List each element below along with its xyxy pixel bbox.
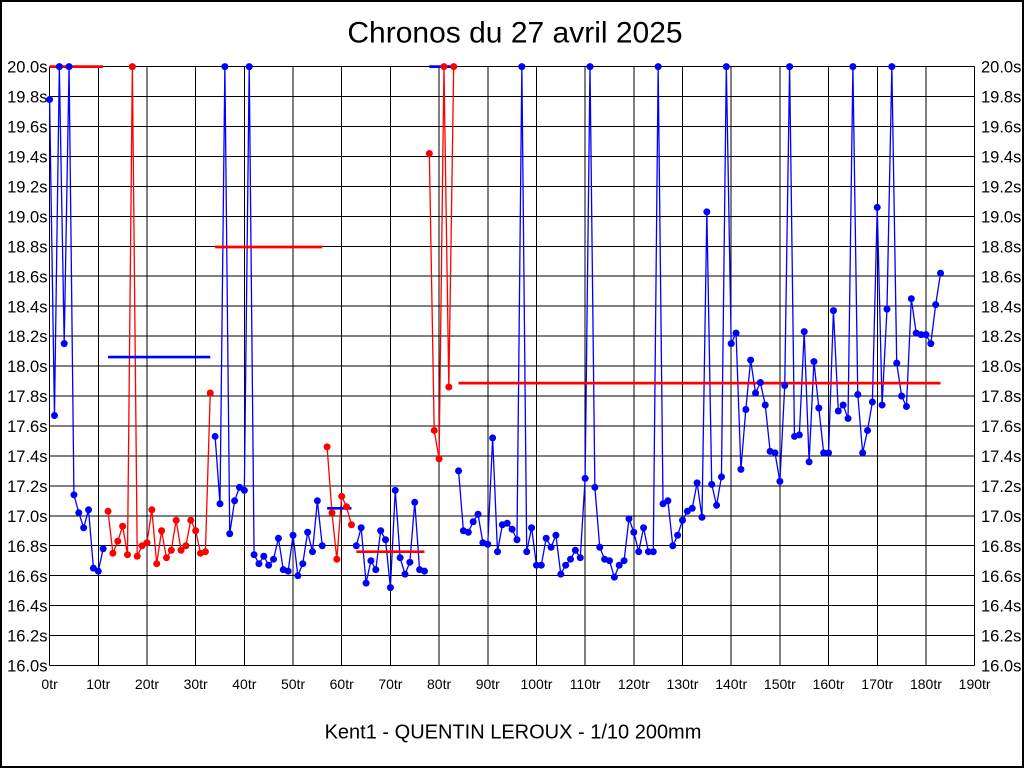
svg-text:17.0s: 17.0s — [7, 508, 47, 526]
svg-text:18.0s: 18.0s — [981, 358, 1021, 376]
svg-text:18.6s: 18.6s — [981, 268, 1021, 286]
svg-text:16.4s: 16.4s — [981, 598, 1021, 616]
svg-text:18.0s: 18.0s — [7, 358, 47, 376]
svg-text:19.0s: 19.0s — [981, 208, 1021, 226]
svg-text:19.8s: 19.8s — [981, 89, 1021, 107]
svg-text:150tr: 150tr — [764, 676, 796, 692]
svg-text:18.2s: 18.2s — [7, 328, 47, 346]
svg-text:17.4s: 17.4s — [7, 448, 47, 466]
svg-text:90tr: 90tr — [476, 676, 500, 692]
svg-text:Chronos du 27 avril 2025: Chronos du 27 avril 2025 — [347, 17, 682, 50]
svg-text:19.6s: 19.6s — [981, 119, 1021, 137]
svg-text:16.8s: 16.8s — [981, 538, 1021, 556]
svg-text:180tr: 180tr — [910, 676, 942, 692]
svg-text:40tr: 40tr — [232, 676, 256, 692]
svg-text:17.6s: 17.6s — [7, 418, 47, 436]
svg-text:16.6s: 16.6s — [7, 568, 47, 586]
svg-text:20.0s: 20.0s — [981, 59, 1021, 77]
svg-text:17.4s: 17.4s — [981, 448, 1021, 466]
svg-text:17.2s: 17.2s — [981, 478, 1021, 496]
svg-text:16.2s: 16.2s — [7, 628, 47, 646]
svg-text:130tr: 130tr — [667, 676, 699, 692]
svg-text:19.0s: 19.0s — [7, 208, 47, 226]
svg-text:110tr: 110tr — [570, 676, 601, 692]
svg-text:18.6s: 18.6s — [7, 268, 47, 286]
svg-text:18.8s: 18.8s — [981, 238, 1021, 256]
svg-text:50tr: 50tr — [281, 676, 305, 692]
svg-text:17.8s: 17.8s — [7, 388, 47, 406]
svg-text:17.2s: 17.2s — [7, 478, 47, 496]
svg-text:18.4s: 18.4s — [981, 298, 1021, 316]
svg-text:18.2s: 18.2s — [981, 328, 1021, 346]
svg-text:19.2s: 19.2s — [7, 179, 47, 197]
svg-text:19.8s: 19.8s — [7, 89, 47, 107]
svg-text:17.0s: 17.0s — [981, 508, 1021, 526]
svg-text:16.0s: 16.0s — [7, 658, 47, 676]
svg-text:18.8s: 18.8s — [7, 238, 47, 256]
svg-text:100tr: 100tr — [520, 676, 552, 692]
svg-text:Kent1 - QUENTIN LEROUX - 1/10: Kent1 - QUENTIN LEROUX - 1/10 200mm — [325, 722, 702, 744]
svg-text:19.6s: 19.6s — [7, 119, 47, 137]
svg-text:30tr: 30tr — [184, 676, 208, 692]
svg-text:120tr: 120tr — [618, 676, 650, 692]
svg-text:140tr: 140tr — [715, 676, 747, 692]
svg-text:60tr: 60tr — [330, 676, 354, 692]
svg-text:20.0s: 20.0s — [7, 59, 47, 77]
svg-text:19.2s: 19.2s — [981, 179, 1021, 197]
svg-text:170tr: 170tr — [861, 676, 893, 692]
svg-text:160tr: 160tr — [813, 676, 845, 692]
svg-text:18.4s: 18.4s — [7, 298, 47, 316]
svg-text:19.4s: 19.4s — [981, 149, 1021, 167]
svg-text:16.4s: 16.4s — [7, 598, 47, 616]
svg-text:80tr: 80tr — [427, 676, 451, 692]
svg-text:16.2s: 16.2s — [981, 628, 1021, 646]
svg-text:190tr: 190tr — [959, 676, 991, 692]
svg-text:20tr: 20tr — [135, 676, 159, 692]
svg-text:17.6s: 17.6s — [981, 418, 1021, 436]
svg-text:17.8s: 17.8s — [981, 388, 1021, 406]
svg-text:10tr: 10tr — [86, 676, 110, 692]
svg-text:19.4s: 19.4s — [7, 149, 47, 167]
svg-text:16.6s: 16.6s — [981, 568, 1021, 586]
svg-text:16.0s: 16.0s — [981, 658, 1021, 676]
svg-text:0tr: 0tr — [41, 676, 58, 692]
svg-text:16.8s: 16.8s — [7, 538, 47, 556]
svg-text:70tr: 70tr — [378, 676, 402, 692]
